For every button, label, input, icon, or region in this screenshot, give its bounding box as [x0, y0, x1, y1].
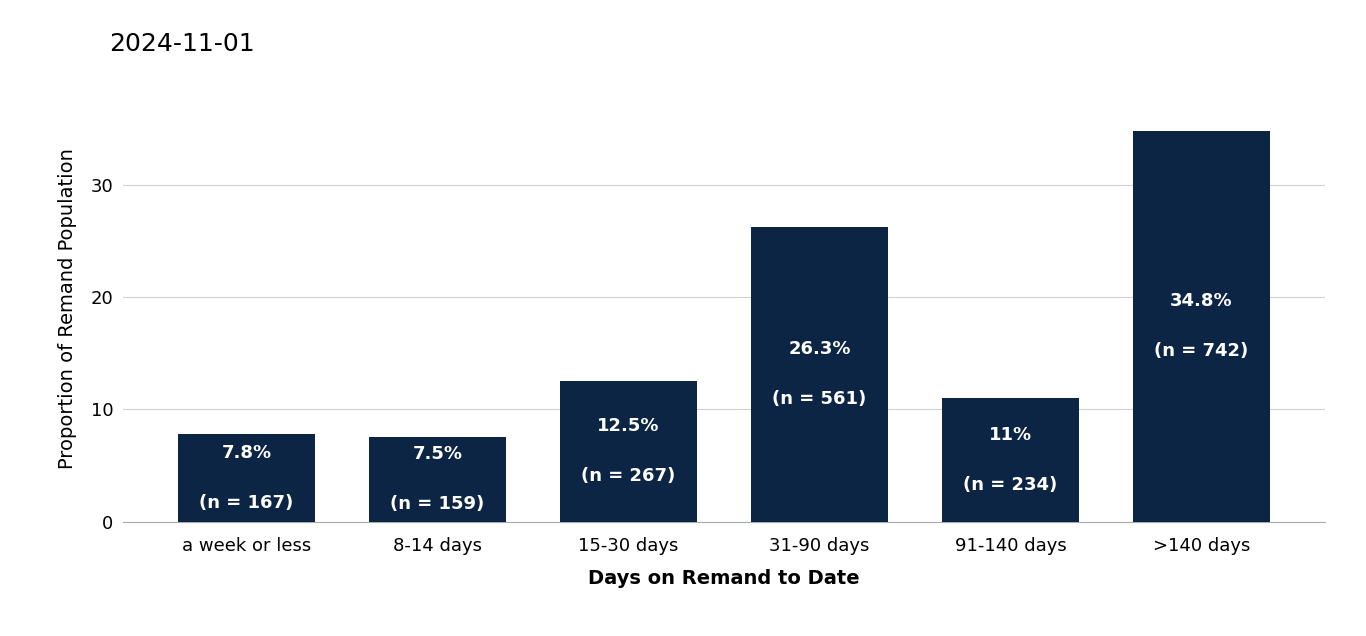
- Text: 7.5%

(n = 159): 7.5% (n = 159): [391, 445, 485, 513]
- Text: 26.3%

(n = 561): 26.3% (n = 561): [772, 340, 866, 408]
- Text: 12.5%

(n = 267): 12.5% (n = 267): [582, 417, 676, 485]
- Bar: [560, 382, 697, 522]
- Bar: [941, 398, 1079, 522]
- Bar: [751, 226, 888, 522]
- Text: 7.8%

(n = 167): 7.8% (n = 167): [199, 444, 294, 512]
- Bar: [1132, 131, 1270, 522]
- Bar: [369, 438, 507, 522]
- Y-axis label: Proportion of Remand Population: Proportion of Remand Population: [57, 148, 76, 469]
- X-axis label: Days on Remand to Date: Days on Remand to Date: [589, 569, 859, 588]
- Bar: [178, 434, 316, 522]
- Text: 2024-11-01: 2024-11-01: [109, 32, 255, 56]
- Text: 34.8%

(n = 742): 34.8% (n = 742): [1154, 293, 1249, 361]
- Text: 11%

(n = 234): 11% (n = 234): [963, 426, 1057, 494]
